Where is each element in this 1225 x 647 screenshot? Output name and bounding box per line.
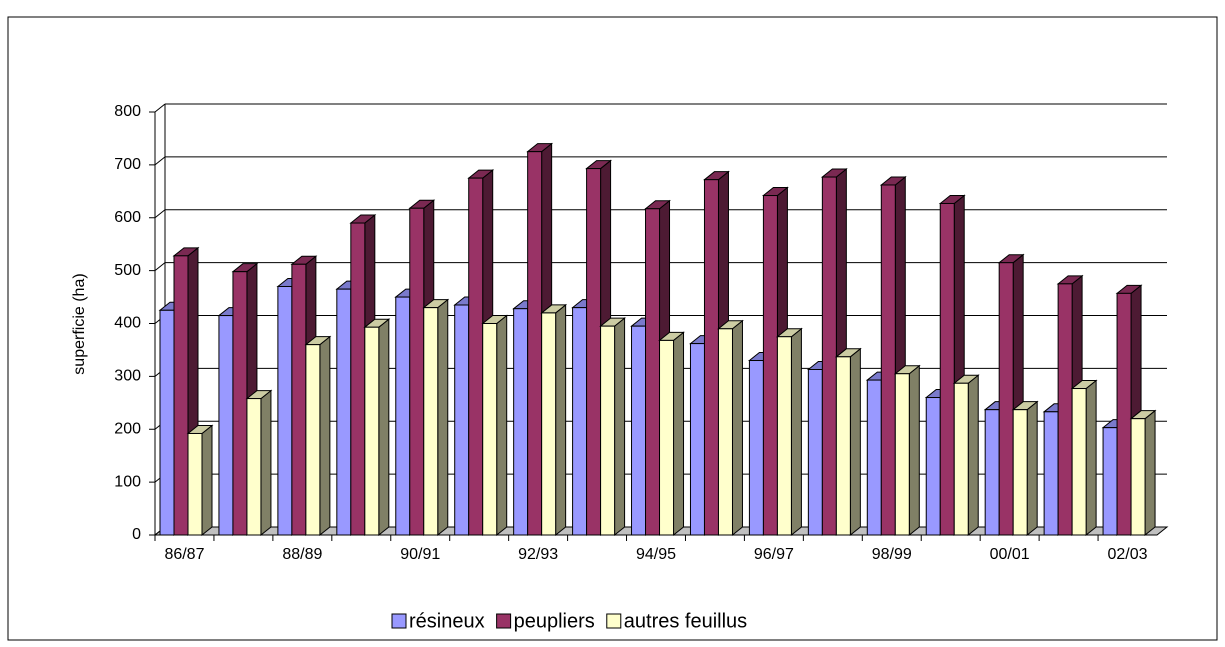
legend-label: résineux bbox=[409, 610, 485, 632]
bar bbox=[572, 307, 588, 536]
bar-side bbox=[967, 374, 979, 537]
y-tick-label: 300 bbox=[114, 368, 141, 385]
bar-side bbox=[437, 298, 449, 537]
bar bbox=[645, 208, 661, 536]
bar bbox=[866, 379, 882, 536]
bar bbox=[291, 263, 307, 536]
y-tick-label: 0 bbox=[132, 526, 141, 543]
bar bbox=[1116, 292, 1132, 536]
bar bbox=[1057, 283, 1073, 536]
legend-label: peupliers bbox=[514, 610, 595, 632]
bar bbox=[246, 398, 262, 536]
bar-side bbox=[790, 327, 802, 537]
bar bbox=[159, 309, 175, 536]
bar bbox=[395, 296, 411, 536]
bar bbox=[586, 168, 602, 536]
bar bbox=[925, 397, 941, 536]
bar bbox=[631, 325, 647, 536]
y-axis-label: superficie (ha) bbox=[71, 273, 88, 374]
bar-side bbox=[555, 303, 567, 537]
legend-swatch bbox=[606, 613, 622, 629]
y-tick-label: 700 bbox=[114, 156, 141, 173]
x-tick-label: 90/91 bbox=[400, 546, 440, 563]
bar bbox=[305, 344, 321, 536]
bar-side bbox=[319, 335, 331, 537]
bar bbox=[173, 255, 189, 536]
bar-side bbox=[496, 314, 508, 537]
bar bbox=[232, 271, 248, 536]
y-tick-label: 500 bbox=[114, 262, 141, 279]
bar bbox=[762, 195, 778, 536]
bar bbox=[513, 308, 529, 536]
x-tick-label: 88/89 bbox=[282, 546, 322, 563]
bar bbox=[1071, 388, 1087, 536]
y-tick-label: 600 bbox=[114, 209, 141, 226]
bar-side bbox=[378, 318, 390, 537]
bar bbox=[835, 356, 851, 536]
y-tick-label: 100 bbox=[114, 473, 141, 490]
bar-side bbox=[673, 331, 685, 537]
x-tick-label: 02/03 bbox=[1108, 546, 1148, 563]
legend-swatch bbox=[496, 613, 512, 629]
x-tick-label: 92/93 bbox=[518, 546, 558, 563]
grid-line-side bbox=[154, 103, 166, 113]
bar-side bbox=[731, 319, 743, 537]
bar-side bbox=[614, 317, 626, 537]
bar-side bbox=[849, 347, 861, 537]
bar bbox=[527, 151, 543, 536]
bar bbox=[998, 262, 1014, 536]
grid-line-side bbox=[154, 209, 166, 219]
bar bbox=[703, 179, 719, 536]
bar bbox=[953, 382, 969, 536]
bar bbox=[1102, 427, 1118, 536]
grid-line-side bbox=[154, 262, 166, 272]
bar bbox=[350, 222, 366, 536]
bar bbox=[541, 312, 557, 536]
bar-side bbox=[260, 389, 272, 537]
y-tick-label: 200 bbox=[114, 420, 141, 437]
bar bbox=[1012, 409, 1028, 536]
bar bbox=[984, 409, 1000, 536]
bar bbox=[748, 360, 764, 536]
bar bbox=[600, 325, 616, 536]
bar bbox=[409, 207, 425, 536]
x-tick-label: 86/87 bbox=[164, 546, 204, 563]
y-tick-label: 800 bbox=[114, 103, 141, 120]
legend-label: autres feuillus bbox=[624, 610, 747, 632]
bar bbox=[277, 285, 293, 536]
bar-side bbox=[908, 364, 920, 537]
bar bbox=[1043, 411, 1059, 536]
bar bbox=[1130, 418, 1146, 536]
grid-line-side bbox=[154, 156, 166, 166]
bar bbox=[807, 369, 823, 536]
bar bbox=[423, 307, 439, 536]
bar bbox=[364, 326, 380, 536]
bar bbox=[717, 328, 733, 536]
bar bbox=[336, 288, 352, 536]
bar-side bbox=[1144, 409, 1156, 537]
bar-side bbox=[1026, 400, 1038, 537]
bar bbox=[659, 339, 675, 536]
bar bbox=[218, 315, 234, 536]
bar bbox=[880, 184, 896, 536]
x-tick-label: 94/95 bbox=[636, 546, 676, 563]
bar bbox=[939, 202, 955, 536]
bar bbox=[821, 176, 837, 536]
y-tick-label: 400 bbox=[114, 315, 141, 332]
x-tick-label: 00/01 bbox=[990, 546, 1030, 563]
bar bbox=[894, 373, 910, 536]
bar-side bbox=[1085, 379, 1097, 537]
bar bbox=[776, 336, 792, 536]
bar bbox=[187, 432, 203, 536]
x-tick-label: 96/97 bbox=[754, 546, 794, 563]
bar bbox=[482, 323, 498, 536]
x-tick-label: 98/99 bbox=[872, 546, 912, 563]
bar bbox=[689, 343, 705, 536]
bar-side bbox=[201, 424, 213, 537]
legend-swatch bbox=[391, 613, 407, 629]
bar bbox=[468, 177, 484, 536]
bar bbox=[454, 304, 470, 536]
